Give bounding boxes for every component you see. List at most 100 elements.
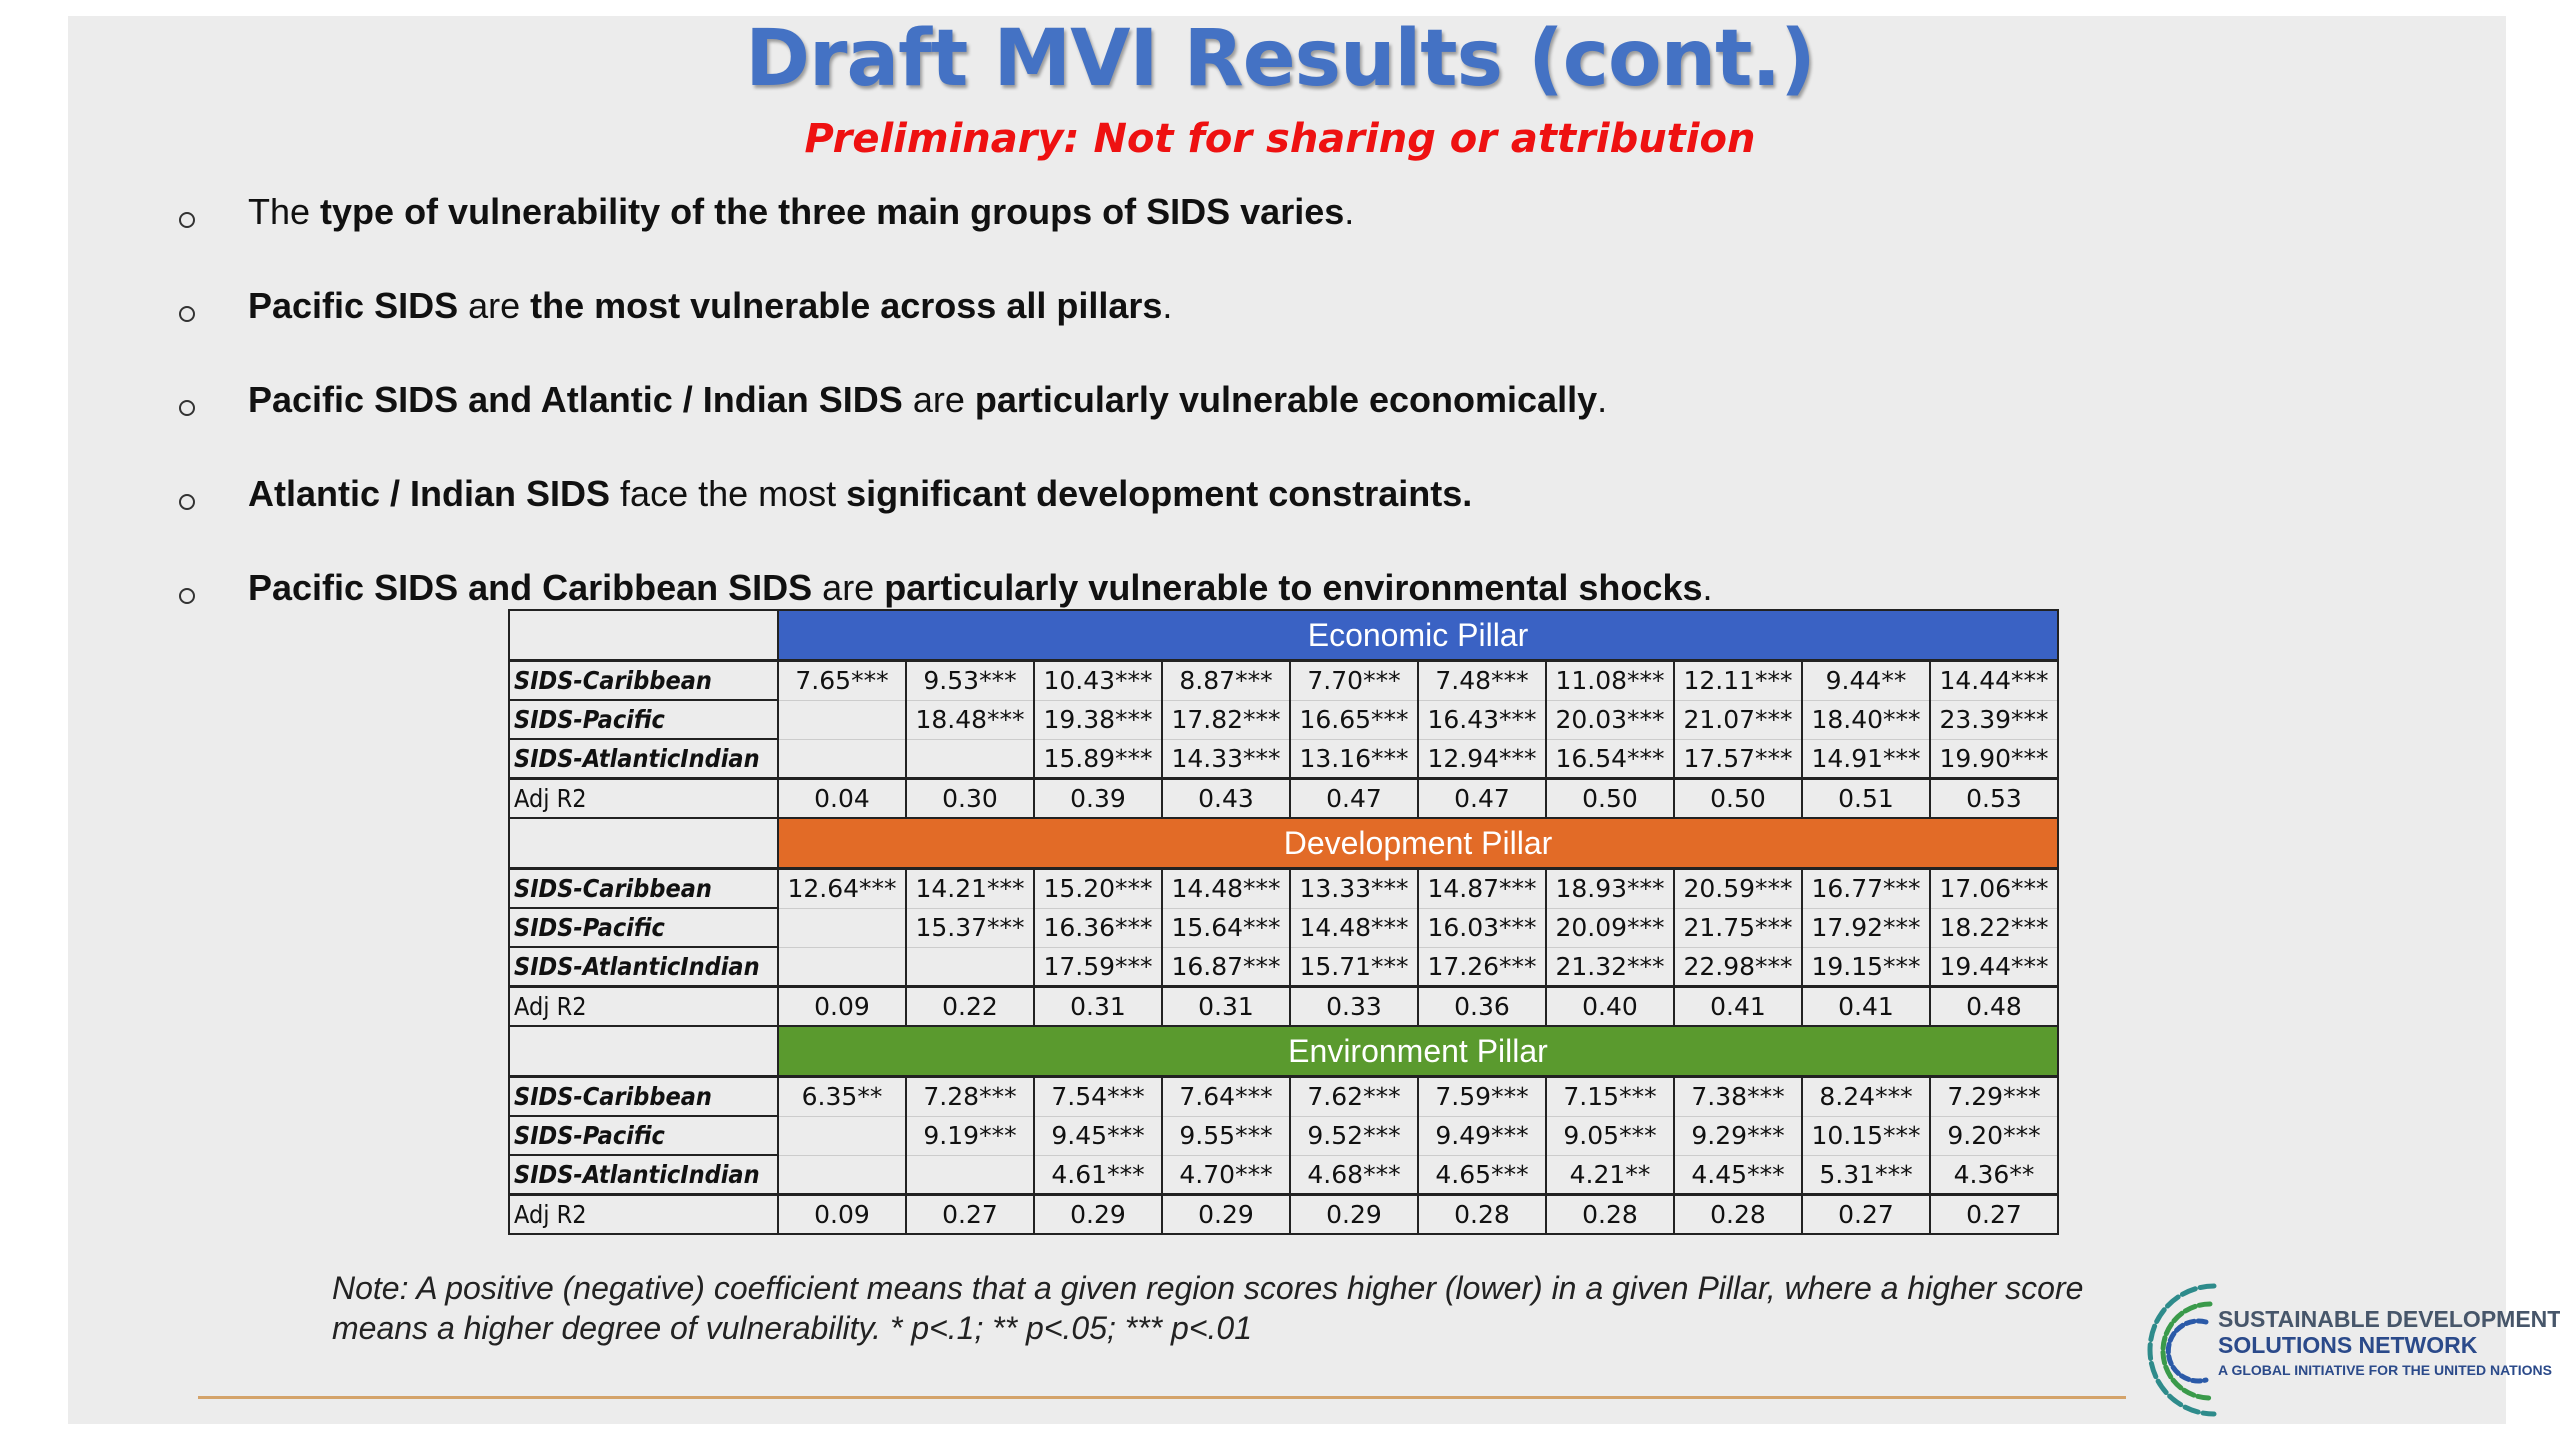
adj-r2-label: Adj R2 [508,777,779,819]
table-row: SIDS-AtlanticIndian 15.89*** 14.33*** 13.16… [508,738,2059,780]
results-table-wrapper: Economic Pillar SIDS-Caribbean 7.65*** 9.53… [508,609,2059,1235]
bullet-item: Pacific SIDS and Caribbean SIDS are part… [175,566,2375,660]
bullet-circle-icon [179,400,195,416]
logo-text-line1: SUSTAINABLE DEVELOPMENT [2218,1306,2560,1332]
table-row: SIDS-Pacific 9.19*** 9.45*** 9.55*** 9.52***… [508,1115,2059,1156]
table-row: SIDS-Pacific 15.37*** 16.36*** 15.64*** 14.4… [508,907,2059,948]
coefficient-cell [905,1154,1035,1195]
coefficient-cell [777,738,907,779]
row-label: SIDS-AtlanticIndian [508,1154,779,1196]
coefficient-cell: 13.33*** [1289,867,1419,909]
coefficient-cell: 11.08*** [1545,659,1675,701]
row-label: SIDS-Caribbean [508,1075,779,1117]
row-label: SIDS-Pacific [508,907,779,948]
bullet-circle-icon [179,588,195,604]
adj-r2-row: Adj R2 0.09 0.22 0.31 0.31 0.33 0.36 0.40 0.41 0.… [508,985,2059,1027]
coefficient-cell: 9.49*** [1417,1115,1547,1156]
coefficient-cell: 19.38*** [1033,699,1163,740]
adj-r2-cell: 0.29 [1161,1193,1291,1235]
coefficient-cell: 5.31*** [1801,1154,1931,1195]
coefficient-cell: 14.33*** [1161,738,1291,779]
coefficient-cell: 18.48*** [905,699,1035,740]
coefficient-cell: 4.65*** [1417,1154,1547,1195]
bullet-circle-icon [179,494,195,510]
adj-r2-cell: 0.53 [1929,777,2059,819]
bullet-list: The type of vulnerability of the three m… [175,190,2375,660]
adj-r2-cell: 0.04 [777,777,907,819]
adj-r2-cell: 0.33 [1289,985,1419,1027]
coefficient-cell: 7.65*** [777,659,907,701]
coefficient-cell: 4.70*** [1161,1154,1291,1195]
adj-r2-cell: 0.22 [905,985,1035,1027]
adj-r2-cell: 0.48 [1929,985,2059,1027]
coefficient-cell: 4.45*** [1673,1154,1803,1195]
table-row: SIDS-Caribbean 7.65*** 9.53*** 10.43*** 8.87… [508,659,2059,701]
footnote: Note: A positive (negative) coefficient … [332,1270,2084,1346]
adj-r2-cell: 0.47 [1417,777,1547,819]
coefficient-cell: 16.03*** [1417,907,1547,948]
coefficient-cell [777,1115,907,1156]
coefficient-cell: 16.36*** [1033,907,1163,948]
coefficient-cell: 9.44** [1801,659,1931,701]
sdsn-logo: SUSTAINABLE DEVELOPMENT SOLUTIONS NETWOR… [2140,1264,2560,1440]
adj-r2-cell: 0.43 [1161,777,1291,819]
adj-r2-cell: 0.29 [1033,1193,1163,1235]
coefficient-cell: 12.11*** [1673,659,1803,701]
coefficient-cell: 18.40*** [1801,699,1931,740]
coefficient-cell: 17.06*** [1929,867,2059,909]
coefficient-cell: 17.59*** [1033,946,1163,987]
adj-r2-cell: 0.27 [905,1193,1035,1235]
pillar-title: Economic Pillar [777,609,2059,662]
table-row: SIDS-AtlanticIndian 4.61*** 4.70*** 4.68***… [508,1154,2059,1196]
slide-subtitle: Preliminary: Not for sharing or attribut… [804,116,1756,162]
coefficient-cell: 7.38*** [1673,1075,1803,1117]
pillar-header-row: Environment Pillar [508,1025,2059,1078]
table-row: SIDS-Caribbean 12.64*** 14.21*** 15.20*** 14… [508,867,2059,909]
coefficient-cell: 7.28*** [905,1075,1035,1117]
coefficient-cell: 9.52*** [1289,1115,1419,1156]
coefficient-cell: 4.61*** [1033,1154,1163,1195]
header-corner-cell [508,1025,779,1078]
bullet-item: Pacific SIDS are the most vulnerable acr… [175,284,2375,378]
adj-r2-label: Adj R2 [508,985,779,1027]
coefficient-cell: 7.48*** [1417,659,1547,701]
coefficient-cell: 21.07*** [1673,699,1803,740]
coefficient-cell: 6.35** [777,1075,907,1117]
coefficient-cell: 9.53*** [905,659,1035,701]
coefficient-cell: 14.48*** [1289,907,1419,948]
adj-r2-row: Adj R2 0.04 0.30 0.39 0.43 0.47 0.47 0.50 0.50 0.… [508,777,2059,819]
adj-r2-cell: 0.39 [1033,777,1163,819]
coefficient-cell: 8.87*** [1161,659,1291,701]
coefficient-cell: 9.19*** [905,1115,1035,1156]
coefficient-cell: 15.20*** [1033,867,1163,909]
coefficient-cell: 18.93*** [1545,867,1675,909]
coefficient-cell: 8.24*** [1801,1075,1931,1117]
adj-r2-cell: 0.09 [777,1193,907,1235]
coefficient-cell [777,1154,907,1195]
pillar-title: Development Pillar [777,817,2059,870]
coefficient-cell: 4.36** [1929,1154,2059,1195]
adj-r2-cell: 0.28 [1673,1193,1803,1235]
coefficient-cell: 14.91*** [1801,738,1931,779]
footer-divider [198,1396,2126,1399]
coefficient-cell: 7.59*** [1417,1075,1547,1117]
coefficient-cell: 19.15*** [1801,946,1931,987]
bullet-item: The type of vulnerability of the three m… [175,190,2375,284]
coefficient-cell: 23.39*** [1929,699,2059,740]
coefficient-cell [905,738,1035,779]
coefficient-cell: 17.82*** [1161,699,1291,740]
coefficient-cell: 15.89*** [1033,738,1163,779]
header-corner-cell [508,609,779,662]
coefficient-cell: 16.87*** [1161,946,1291,987]
bullet-text: Atlantic / Indian SIDS face the most sig… [248,473,1473,514]
adj-r2-cell: 0.41 [1801,985,1931,1027]
adj-r2-cell: 0.50 [1545,777,1675,819]
coefficient-cell: 17.57*** [1673,738,1803,779]
adj-r2-cell: 0.50 [1673,777,1803,819]
coefficient-cell: 20.59*** [1673,867,1803,909]
coefficient-cell [777,946,907,987]
coefficient-cell: 9.29*** [1673,1115,1803,1156]
adj-r2-cell: 0.31 [1161,985,1291,1027]
coefficient-cell: 10.15*** [1801,1115,1931,1156]
adj-r2-cell: 0.31 [1033,985,1163,1027]
